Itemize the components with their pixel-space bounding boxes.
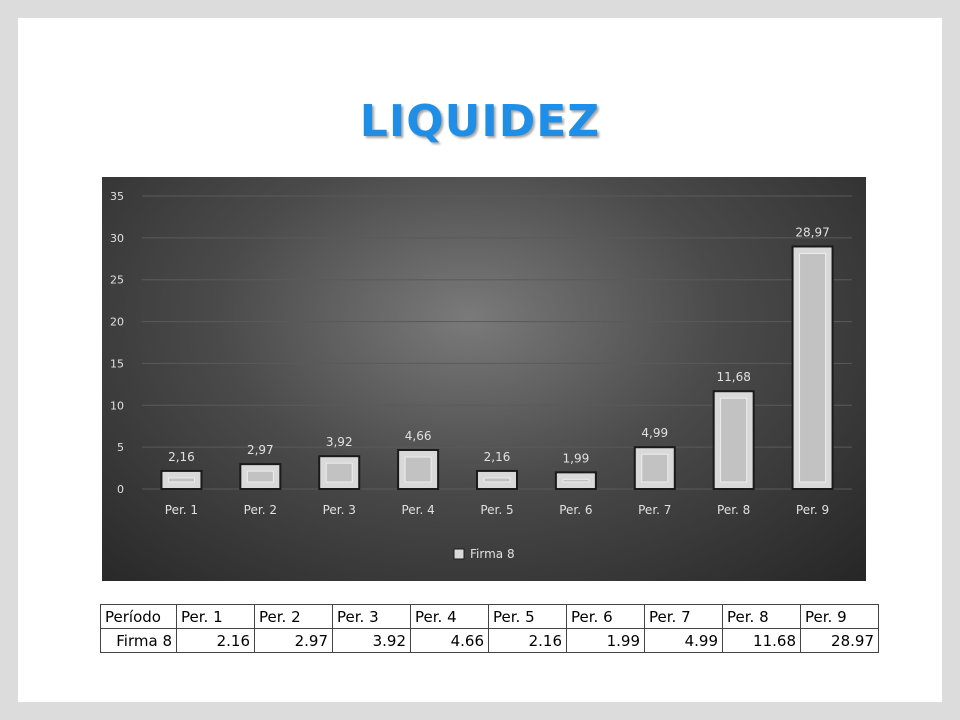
legend-swatch xyxy=(453,548,465,560)
bar-chart: 0 5 10 15 20 25 30 35 2,16 Per. 1 2,97 Per. 2 3,92 Pe… xyxy=(110,190,852,561)
table-header-cell: Per. 5 xyxy=(488,604,567,629)
chart-area: 0 5 10 15 20 25 30 35 2,16 Per. 1 2,97 Per. 2 3,92 Pe… xyxy=(102,177,866,581)
x-tick-label: Per. 2 xyxy=(244,503,277,517)
bar-bevel xyxy=(720,397,748,483)
table-header-row: Período Per. 1 Per. 2 Per. 3 Per. 4 Per.… xyxy=(100,604,879,629)
y-tick-label: 5 xyxy=(117,441,124,454)
data-label: 4,66 xyxy=(405,429,432,443)
bar-bevel xyxy=(562,478,590,483)
table-header-cell: Per. 3 xyxy=(332,604,411,629)
x-tick-label: Per. 7 xyxy=(638,503,671,517)
y-tick-label: 30 xyxy=(110,232,124,245)
table-header-cell: Per. 6 xyxy=(566,604,645,629)
bar-bevel xyxy=(246,470,274,483)
data-label: 3,92 xyxy=(326,435,353,449)
table-cell: 1.99 xyxy=(566,628,645,653)
data-label: 1,99 xyxy=(563,451,590,465)
legend-label: Firma 8 xyxy=(470,547,515,561)
x-tick-label: Per. 1 xyxy=(165,503,198,517)
y-tick-label: 10 xyxy=(110,399,124,412)
y-tick-label: 35 xyxy=(110,190,124,203)
bar-bevel xyxy=(799,252,827,483)
data-table: Período Per. 1 Per. 2 Per. 3 Per. 4 Per.… xyxy=(100,604,879,653)
table-header-label: Período xyxy=(100,604,177,629)
y-tick-label: 0 xyxy=(117,483,124,496)
table-row-label: Firma 8 xyxy=(100,628,177,653)
bar-bevel xyxy=(325,462,353,483)
bar-bevel xyxy=(483,477,511,483)
slide: LIQUIDEZ 0 5 10 15 20 25 30 35 2,16 Per. 1 2,97 Per… xyxy=(18,18,942,702)
table-cell: 2.16 xyxy=(488,628,567,653)
data-label: 28,97 xyxy=(795,225,829,239)
table-header-cell: Per. 2 xyxy=(254,604,333,629)
table-cell: 28.97 xyxy=(800,628,879,653)
data-label: 4,99 xyxy=(641,426,668,440)
bar-bevel xyxy=(167,477,195,483)
slide-title: LIQUIDEZ xyxy=(359,96,601,147)
data-label: 2,16 xyxy=(484,450,511,464)
table-header-cell: Per. 8 xyxy=(722,604,801,629)
data-label: 11,68 xyxy=(716,370,750,384)
table-cell: 11.68 xyxy=(722,628,801,653)
table-cell: 4.99 xyxy=(644,628,723,653)
data-label: 2,16 xyxy=(168,450,195,464)
x-tick-label: Per. 5 xyxy=(480,503,513,517)
x-tick-label: Per. 9 xyxy=(796,503,829,517)
y-tick-label: 15 xyxy=(110,357,124,370)
bar-bevel xyxy=(641,453,669,483)
x-tick-label: Per. 4 xyxy=(401,503,434,517)
y-tick-label: 20 xyxy=(110,316,124,329)
y-tick-label: 25 xyxy=(110,274,124,287)
x-tick-label: Per. 3 xyxy=(323,503,356,517)
x-tick-label: Per. 6 xyxy=(559,503,592,517)
table-cell: 2.97 xyxy=(254,628,333,653)
table-row: Firma 8 2.16 2.97 3.92 4.66 2.16 1.99 4.… xyxy=(100,628,879,653)
x-tick-label: Per. 8 xyxy=(717,503,750,517)
table-header-cell: Per. 4 xyxy=(410,604,489,629)
bar-bevel xyxy=(404,456,432,483)
table-header-cell: Per. 9 xyxy=(800,604,879,629)
table-header-cell: Per. 7 xyxy=(644,604,723,629)
table-header-cell: Per. 1 xyxy=(176,604,255,629)
data-label: 2,97 xyxy=(247,443,274,457)
table-cell: 2.16 xyxy=(176,628,255,653)
table-cell: 4.66 xyxy=(410,628,489,653)
table-cell: 3.92 xyxy=(332,628,411,653)
